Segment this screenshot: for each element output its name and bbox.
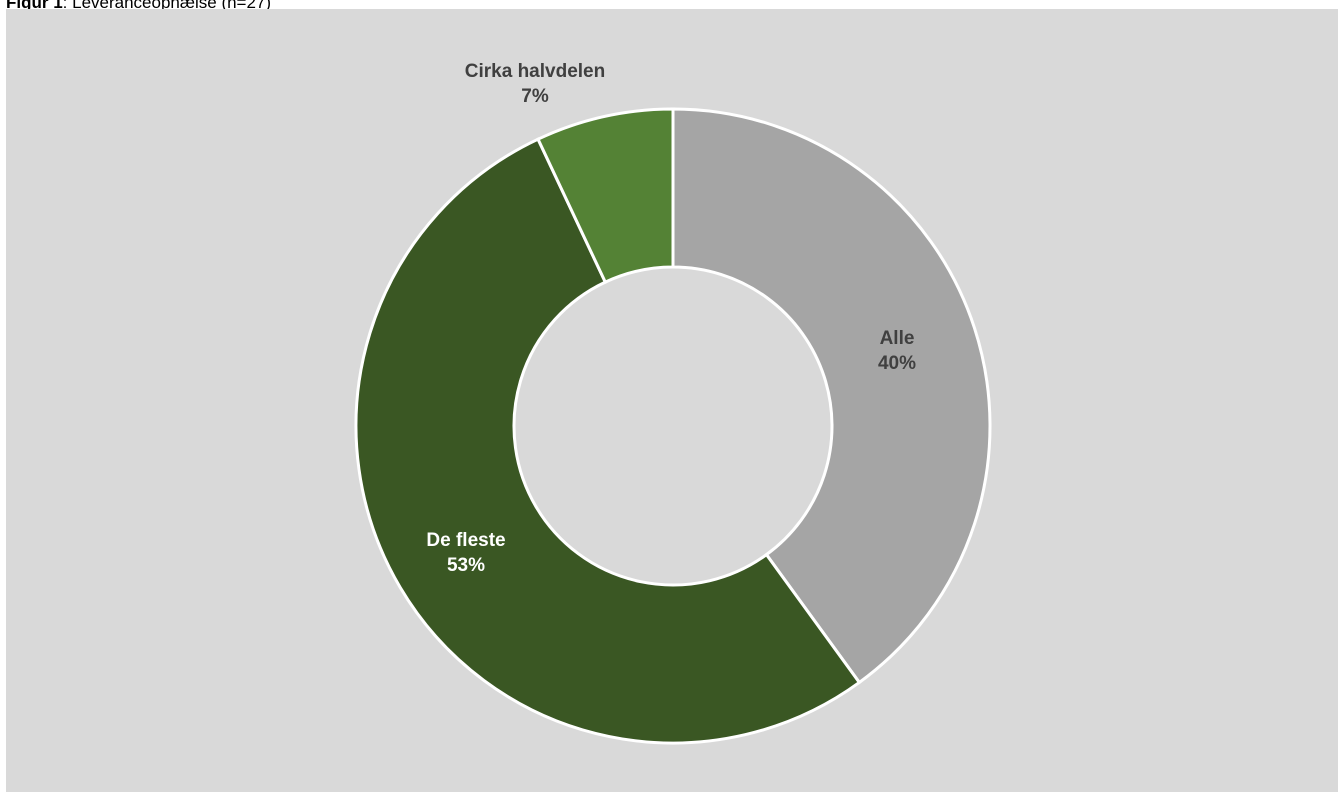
slice-label-name: Cirka halvdelen xyxy=(465,61,605,82)
donut-chart: Alle 40% De fleste 53% Cirka halvdelen 7% xyxy=(354,61,992,745)
donut-slice-de-fleste xyxy=(354,137,862,745)
slice-label-value: 40% xyxy=(878,353,916,374)
chart-area: Alle 40% De fleste 53% Cirka halvdelen 7% xyxy=(6,9,1338,792)
donut-slices xyxy=(354,107,992,745)
donut-labels: Alle 40% De fleste 53% Cirka halvdelen 7% xyxy=(426,61,916,576)
slice-label-name: Alle xyxy=(880,328,915,349)
slice-label-value: 53% xyxy=(447,555,485,576)
donut-slice-cirka-halvdelen xyxy=(536,107,675,285)
slice-label-name: De fleste xyxy=(426,530,505,551)
slice-label-value: 7% xyxy=(521,86,549,107)
donut-slice-alle xyxy=(671,107,992,685)
